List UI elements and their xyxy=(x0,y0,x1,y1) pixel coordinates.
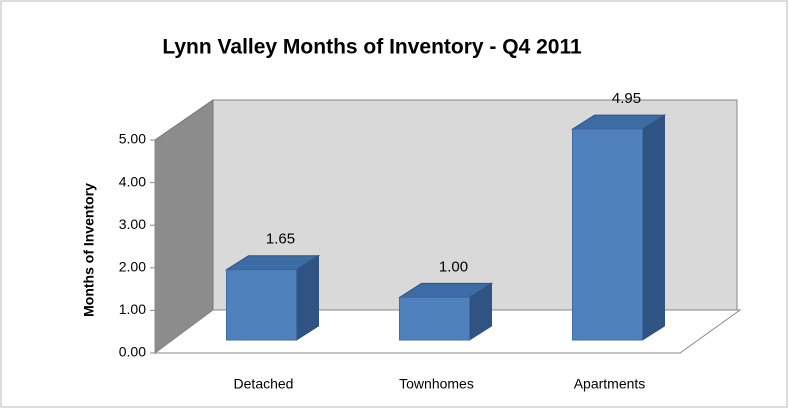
bar xyxy=(226,269,297,341)
y-tick-label: 2.00 xyxy=(119,259,146,275)
bar-side xyxy=(296,254,319,341)
data-label: 4.95 xyxy=(612,90,641,107)
y-tick-label: 0.00 xyxy=(119,344,146,360)
y-tick-label: 5.00 xyxy=(119,131,146,147)
y-tick-label: 4.00 xyxy=(119,173,146,189)
chart-title: Lynn Valley Months of Inventory - Q4 201… xyxy=(162,36,582,59)
data-label: 1.65 xyxy=(266,231,295,248)
y-axis-label: Months of Inventory xyxy=(81,183,97,317)
x-tick-label: Apartments xyxy=(574,376,646,392)
bar xyxy=(399,296,470,341)
x-tick-label: Townhomes xyxy=(399,376,474,392)
bar-side xyxy=(642,114,665,341)
bar xyxy=(572,128,643,341)
side-wall xyxy=(154,99,214,354)
y-tick-label: 3.00 xyxy=(119,216,146,232)
y-tick-label: 1.00 xyxy=(119,301,146,317)
x-tick-label: Detached xyxy=(234,376,294,392)
data-label: 1.00 xyxy=(439,258,468,275)
